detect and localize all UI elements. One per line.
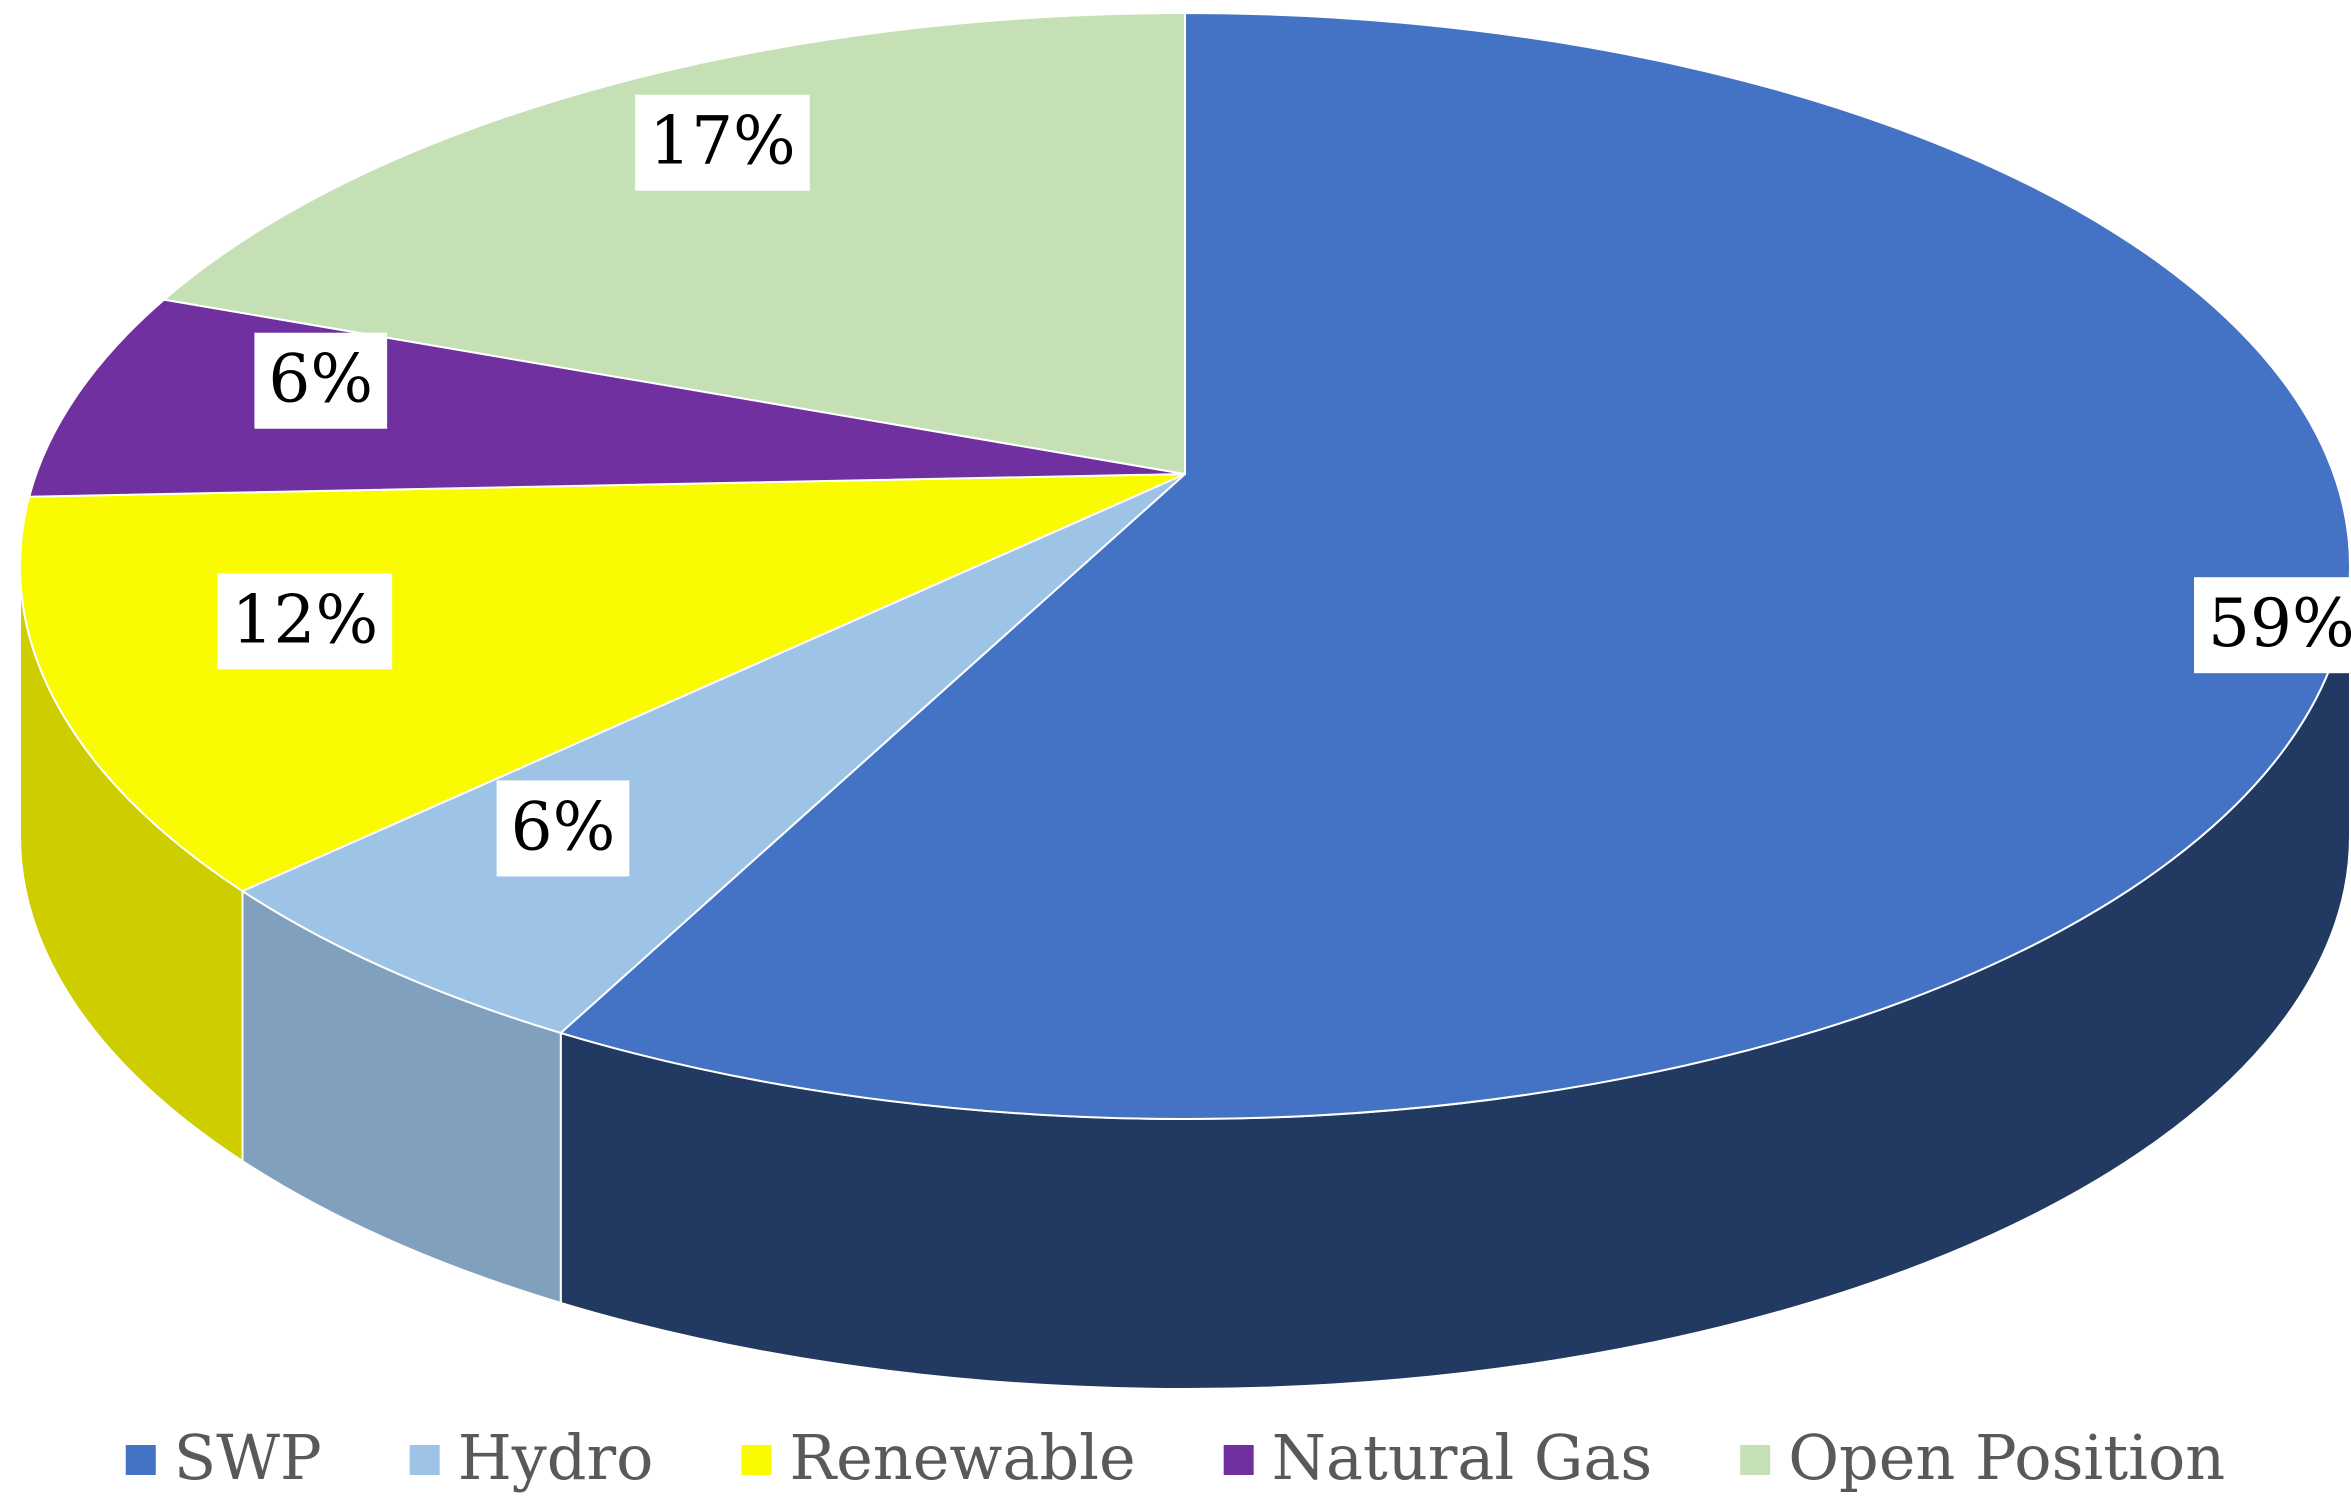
slice bbox=[161, 11, 1186, 476]
legend-swatch bbox=[741, 1445, 772, 1475]
value-label: 17% bbox=[649, 103, 796, 180]
slice bbox=[558, 11, 2351, 1120]
value-label: 12% bbox=[231, 581, 378, 658]
value-label-bg bbox=[496, 780, 630, 877]
value-label-bg bbox=[254, 332, 388, 429]
legend-swatch bbox=[409, 1445, 440, 1475]
value-label: 59% bbox=[2208, 585, 2351, 662]
legend-swatch bbox=[1740, 1445, 1771, 1475]
legend-label: Hydro bbox=[458, 1421, 654, 1494]
legend-swatch bbox=[1223, 1445, 1254, 1475]
value-label-bg bbox=[217, 573, 393, 670]
legend-swatch bbox=[125, 1445, 156, 1475]
value-label: 6% bbox=[511, 788, 616, 865]
value-label-bg bbox=[2194, 577, 2351, 674]
value-label-bg bbox=[635, 94, 810, 191]
legend-label: Natural Gas bbox=[1272, 1421, 1653, 1494]
legend-label: Renewable bbox=[789, 1421, 1135, 1494]
legend-label: SWP bbox=[174, 1421, 322, 1494]
value-label: 6% bbox=[268, 341, 373, 418]
legend-label: Open Position bbox=[1788, 1421, 2225, 1494]
slice bbox=[240, 473, 1186, 1035]
